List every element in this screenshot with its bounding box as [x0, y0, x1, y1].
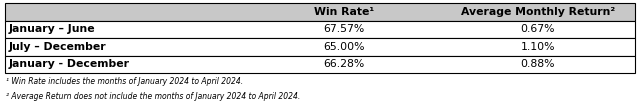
Text: 67.57%: 67.57% — [324, 24, 365, 34]
Bar — [5, 3, 635, 21]
Text: ¹ Win Rate includes the months of January 2024 to April 2024.: ¹ Win Rate includes the months of Januar… — [6, 77, 244, 86]
Text: January - December: January - December — [9, 59, 130, 69]
Text: 65.00%: 65.00% — [323, 42, 365, 52]
Text: ² Average Return does not include the months of January 2024 to April 2024.: ² Average Return does not include the mo… — [6, 92, 301, 101]
Text: Average Monthly Return²: Average Monthly Return² — [461, 7, 615, 17]
Text: July – December: July – December — [9, 42, 107, 52]
Text: January – June: January – June — [9, 24, 95, 34]
Bar — [5, 56, 635, 73]
Text: Win Rate¹: Win Rate¹ — [314, 7, 374, 17]
Text: 1.10%: 1.10% — [521, 42, 555, 52]
Text: 0.67%: 0.67% — [521, 24, 555, 34]
Text: 66.28%: 66.28% — [324, 59, 365, 69]
Bar — [5, 38, 635, 56]
Text: 0.88%: 0.88% — [521, 59, 555, 69]
Bar — [5, 21, 635, 38]
